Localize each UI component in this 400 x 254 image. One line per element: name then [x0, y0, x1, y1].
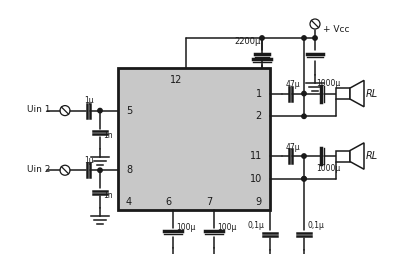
Text: 100μ: 100μ [217, 224, 236, 232]
Text: 1μ: 1μ [84, 156, 94, 165]
Circle shape [313, 36, 317, 40]
Text: 7: 7 [206, 197, 212, 207]
Circle shape [98, 108, 102, 113]
Text: 47μ: 47μ [286, 142, 301, 152]
Text: 1000μ: 1000μ [316, 79, 340, 88]
Text: 2200μ: 2200μ [234, 38, 260, 46]
Text: 1n: 1n [103, 191, 113, 200]
Text: 100μ: 100μ [176, 224, 195, 232]
Circle shape [260, 36, 264, 40]
Text: 1: 1 [256, 89, 262, 99]
Circle shape [98, 168, 102, 172]
Bar [336, 151, 350, 162]
Text: 0,1μ: 0,1μ [248, 221, 265, 230]
Text: 6: 6 [165, 197, 171, 207]
Text: 1000μ: 1000μ [316, 164, 340, 172]
Text: Uin 1: Uin 1 [27, 105, 50, 114]
Text: 8: 8 [126, 165, 132, 175]
Bar [336, 88, 350, 99]
Text: 12: 12 [170, 75, 182, 85]
Bar [118, 68, 270, 210]
Circle shape [302, 114, 306, 118]
Circle shape [302, 91, 306, 96]
Text: + Vcc: + Vcc [323, 25, 350, 35]
Text: 2: 2 [256, 111, 262, 121]
Text: 1μ: 1μ [84, 96, 94, 105]
Text: Uin 2: Uin 2 [27, 165, 50, 174]
Circle shape [302, 36, 306, 40]
Text: 4: 4 [126, 197, 132, 207]
Text: RL: RL [366, 151, 378, 161]
Text: 0,1μ: 0,1μ [307, 221, 324, 230]
Polygon shape [350, 143, 364, 169]
Circle shape [302, 177, 306, 181]
Circle shape [302, 154, 306, 158]
Circle shape [302, 177, 306, 181]
Text: 47μ: 47μ [286, 80, 301, 89]
Polygon shape [350, 80, 364, 107]
Text: 11: 11 [250, 151, 262, 161]
Text: 5: 5 [126, 106, 132, 116]
Text: 10: 10 [250, 174, 262, 184]
Text: RL: RL [366, 89, 378, 99]
Text: 1n: 1n [103, 131, 113, 140]
Text: 9: 9 [256, 197, 262, 207]
